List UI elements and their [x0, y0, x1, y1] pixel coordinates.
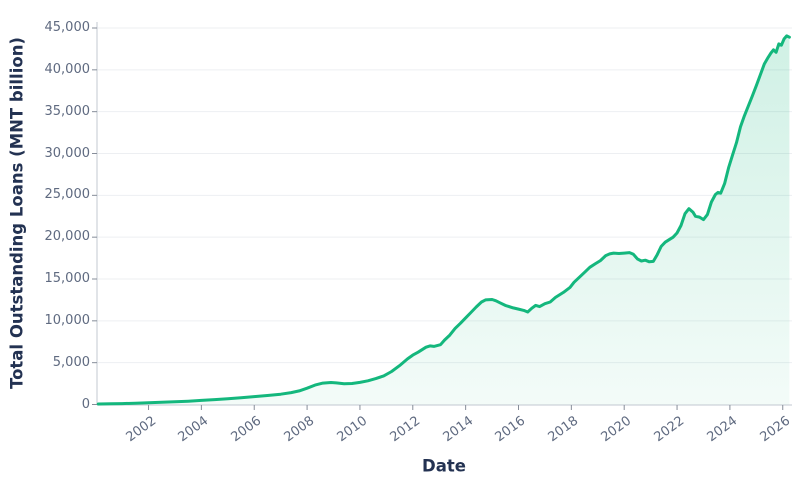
loans-line-series	[96, 34, 791, 406]
x-axis-title: Date	[422, 456, 466, 476]
loans-area-fill	[98, 35, 790, 405]
y-axis-title: Total Outstanding Loans (MNT billion)	[7, 37, 27, 389]
